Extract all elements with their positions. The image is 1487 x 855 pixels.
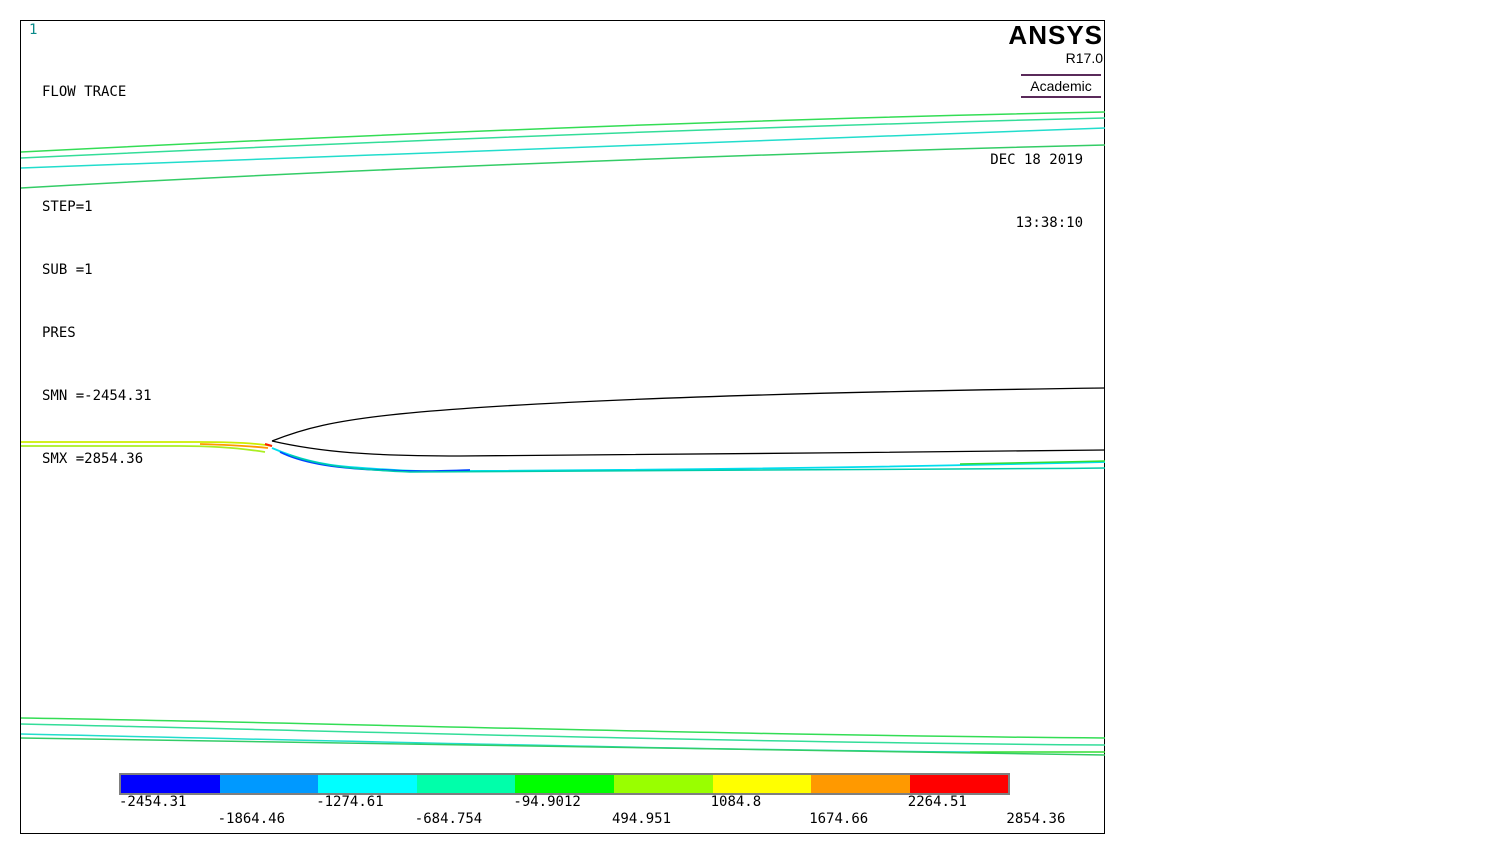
brand-edition: Academic — [1021, 74, 1101, 98]
date-label: DEC 18 2019 — [990, 152, 1083, 168]
streamline-center-3 — [264, 443, 273, 447]
brand-name: ANSYS — [1008, 20, 1103, 50]
legend-band-2 — [219, 775, 319, 793]
legend-label-top-1: -2454.31 — [119, 794, 187, 810]
streamline-center-7 — [959, 460, 1106, 465]
body-outline-upper — [271, 387, 1106, 442]
step-label: STEP=1 — [42, 199, 93, 215]
plot-title: FLOW TRACE — [42, 84, 127, 100]
legend-label-top-4: 1084.8 — [710, 794, 762, 810]
streamline-upper-2 — [20, 117, 1106, 159]
legend-label-bottom-4: 1674.66 — [809, 811, 869, 827]
legend-label-bottom-5: 2854.36 — [1006, 811, 1066, 827]
plot-viewport[interactable] — [20, 20, 1105, 834]
legend-label-top-5: 2264.51 — [907, 794, 967, 810]
streamline-lower-2 — [20, 723, 1106, 746]
streamline-center-2b — [199, 443, 269, 449]
legend-label-top-2: -1274.61 — [316, 794, 384, 810]
legend-label-top-3: -94.9012 — [513, 794, 581, 810]
legend-label-bottom-1: -1864.46 — [217, 811, 286, 827]
max-value-label: SMX =2854.36 — [42, 451, 144, 467]
legend-label-bottom-3: 494.951 — [612, 811, 672, 827]
legend-band-4 — [416, 775, 516, 793]
streamline-upper-4 — [20, 144, 1106, 189]
plot-info-block: FLOW TRACE STEP=1 SUB =1 PRES SMN =-2454… — [42, 40, 152, 512]
streamline-lower-4 — [20, 737, 1106, 756]
legend-band-6 — [613, 775, 713, 793]
brand-version: R17.0 — [1065, 50, 1103, 66]
legend-band-7 — [712, 775, 812, 793]
legend-band-3 — [318, 775, 417, 793]
streamline-center-2 — [21, 445, 266, 453]
time-label: 13:38:10 — [1015, 215, 1083, 231]
timestamp: DEC 18 2019 13:38:10 — [990, 108, 1083, 276]
streamline-upper-1 — [20, 111, 1106, 153]
window-number: 1 — [29, 22, 38, 38]
body-outline-lower — [271, 440, 1106, 457]
legend-band-9 — [909, 775, 1009, 793]
legend-band-8 — [811, 775, 910, 793]
legend-label-bottom-2: -684.754 — [414, 811, 483, 827]
min-value-label: SMN =-2454.31 — [42, 388, 152, 404]
contour-legend-bar — [119, 773, 1011, 795]
substep-label: SUB =1 — [42, 262, 93, 278]
legend-band-1 — [121, 775, 220, 793]
legend-band-5 — [515, 775, 614, 793]
streamline-lower-3 — [20, 733, 971, 753]
streamline-lower-1 — [20, 717, 1106, 739]
ansys-logo: ANSYS R17.0 — [1008, 20, 1103, 66]
result-label: PRES — [42, 325, 76, 341]
